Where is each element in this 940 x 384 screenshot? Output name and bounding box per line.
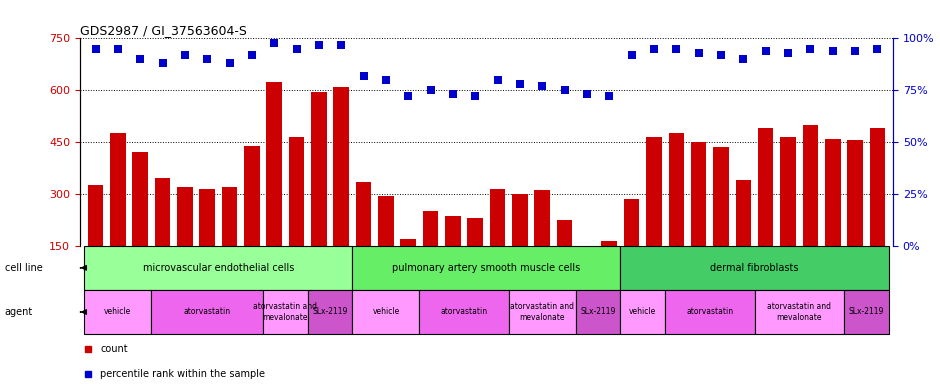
Bar	[263, 290, 307, 334]
Text: agent: agent	[5, 307, 33, 317]
Text: pulmonary artery smooth muscle cells: pulmonary artery smooth muscle cells	[392, 263, 581, 273]
Bar	[646, 137, 662, 298]
Bar	[691, 142, 707, 298]
Bar	[244, 146, 259, 298]
Bar	[85, 246, 352, 290]
Bar	[423, 211, 438, 298]
Bar	[668, 134, 684, 298]
Bar	[400, 239, 416, 298]
Bar	[151, 290, 263, 334]
Bar	[110, 134, 126, 298]
Bar	[576, 290, 620, 334]
Bar	[755, 290, 844, 334]
Bar	[352, 246, 620, 290]
Bar	[620, 246, 888, 290]
Bar	[419, 290, 509, 334]
Bar	[85, 290, 151, 334]
Bar	[780, 137, 796, 298]
Text: SLx-2119: SLx-2119	[312, 308, 348, 316]
Text: atorvastatin: atorvastatin	[441, 308, 488, 316]
Text: dermal fibroblasts: dermal fibroblasts	[711, 263, 799, 273]
Text: percentile rank within the sample: percentile rank within the sample	[101, 369, 265, 379]
Bar	[758, 128, 774, 298]
Text: cell line: cell line	[5, 263, 42, 273]
Bar	[624, 199, 639, 298]
Bar	[266, 82, 282, 298]
Bar	[378, 195, 394, 298]
Text: atorvastatin: atorvastatin	[686, 308, 733, 316]
Bar	[155, 178, 170, 298]
Bar	[713, 147, 728, 298]
Bar	[803, 125, 818, 298]
Bar	[602, 240, 618, 298]
Text: atorvastatin and
mevalonate: atorvastatin and mevalonate	[254, 302, 318, 322]
Bar	[355, 182, 371, 298]
Bar	[133, 152, 148, 298]
Text: atorvastatin: atorvastatin	[183, 308, 231, 316]
Bar	[334, 87, 349, 298]
Bar	[289, 137, 305, 298]
Bar	[870, 128, 885, 298]
Bar	[222, 187, 238, 298]
Bar	[620, 290, 666, 334]
Text: vehicle: vehicle	[372, 308, 400, 316]
Text: atorvastatin and
mevalonate: atorvastatin and mevalonate	[510, 302, 574, 322]
Bar	[177, 187, 193, 298]
Bar	[446, 217, 461, 298]
Bar	[199, 189, 215, 298]
Bar	[825, 139, 840, 298]
Bar	[844, 290, 888, 334]
Bar	[467, 218, 483, 298]
Bar	[847, 140, 863, 298]
Bar	[735, 180, 751, 298]
Bar	[352, 290, 419, 334]
Bar	[556, 220, 572, 298]
Bar	[87, 185, 103, 298]
Text: vehicle: vehicle	[104, 308, 132, 316]
Bar	[579, 260, 595, 298]
Bar	[490, 189, 506, 298]
Text: GDS2987 / GI_37563604-S: GDS2987 / GI_37563604-S	[80, 24, 247, 37]
Text: SLx-2119: SLx-2119	[581, 308, 616, 316]
Text: count: count	[101, 344, 128, 354]
Bar	[509, 290, 576, 334]
Text: atorvastatin and
mevalonate: atorvastatin and mevalonate	[767, 302, 831, 322]
Bar	[307, 290, 352, 334]
Bar	[666, 290, 755, 334]
Text: microvascular endothelial cells: microvascular endothelial cells	[143, 263, 294, 273]
Text: vehicle: vehicle	[629, 308, 656, 316]
Bar	[535, 190, 550, 298]
Text: SLx-2119: SLx-2119	[849, 308, 884, 316]
Bar	[512, 194, 527, 298]
Bar	[311, 92, 327, 298]
